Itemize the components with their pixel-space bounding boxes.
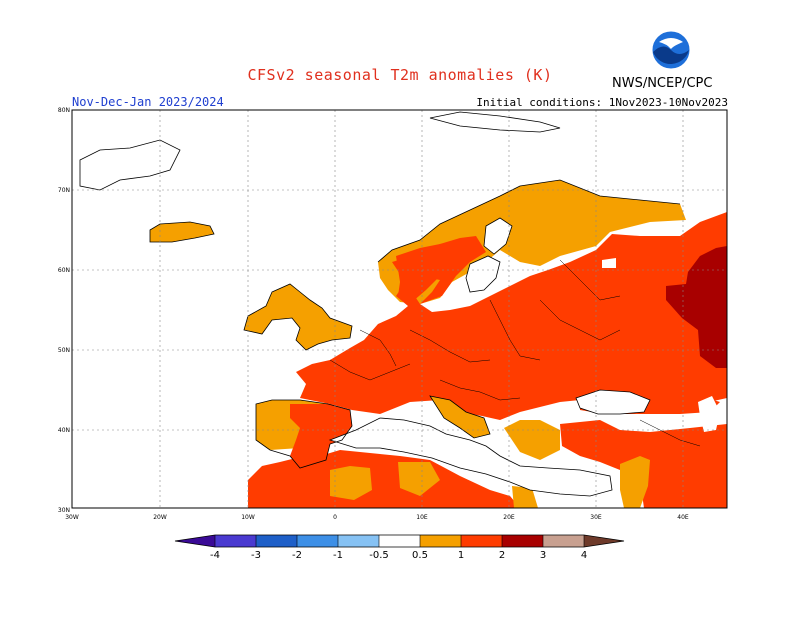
lon-label: 10E: [416, 514, 428, 521]
mediterranean-sea: [330, 418, 612, 496]
colorbar-label: 0.5: [412, 550, 428, 561]
colorbar-bin: [461, 535, 502, 547]
colorbar-bin: [420, 535, 461, 547]
anomaly-region-north-africa-orange: [330, 466, 372, 500]
colorbar-bin: [215, 535, 256, 547]
lon-label: 30W: [65, 514, 79, 521]
anomaly-region-italy: [430, 396, 490, 438]
coastlines: [79, 111, 681, 497]
colorbar-label: 3: [540, 550, 546, 561]
water-bodies: [330, 218, 720, 496]
anomaly-region-western-russia: [666, 246, 727, 368]
colorbar: -4 -3 -2 -1 -0.5 0.5 1 2 3 4: [174, 534, 625, 561]
gulf-of-bothnia: [484, 218, 512, 254]
anomaly-region-british-isles: [244, 284, 352, 350]
lat-label: 70N: [58, 187, 70, 194]
forecast-period: Nov-Dec-Jan 2023/2024: [72, 95, 224, 109]
anomaly-region-southern-scandinavia: [396, 242, 470, 302]
colorbar-label: -2: [292, 550, 302, 561]
map-title: CFSv2 seasonal T2m anomalies (K): [247, 66, 553, 84]
colorbar-bin: [379, 535, 420, 547]
lon-label: 10W: [241, 514, 255, 521]
lat-label: 60N: [58, 267, 70, 274]
colorbar-label: 2: [499, 550, 505, 561]
lat-label: 50N: [58, 347, 70, 354]
colorbar-label: 1: [458, 550, 464, 561]
lat-label: 80N: [58, 107, 70, 114]
lon-label: 30E: [590, 514, 602, 521]
map-frame: [71, 109, 728, 509]
colorbar-bin: [584, 535, 624, 547]
lon-label: 40E: [677, 514, 689, 521]
initial-conditions: Initial conditions: 1Nov2023-10Nov2023: [476, 96, 728, 109]
colorbar-bin: [338, 535, 379, 547]
lat-label: 30N: [58, 507, 70, 514]
lon-label: 0: [333, 514, 337, 521]
colorbar-bin: [543, 535, 584, 547]
colorbar-bin: [175, 535, 215, 547]
anomaly-region-levant: [620, 456, 650, 508]
baltic-sea: [466, 256, 500, 292]
country-borders: [329, 259, 701, 447]
white-sea: [602, 258, 616, 268]
colorbar-label: 4: [581, 550, 587, 561]
black-sea: [576, 390, 650, 414]
agency-label: NWS/NCEP/CPC: [612, 76, 713, 91]
anomaly-region-north-africa: [248, 450, 520, 508]
lon-label: 20W: [153, 514, 167, 521]
colorbar-label: -3: [251, 550, 261, 561]
anomaly-region-egypt-orange: [512, 486, 538, 508]
graticule: [72, 110, 727, 508]
anomaly-region-iberia-east: [290, 404, 352, 468]
lat-label: 40N: [58, 427, 70, 434]
colorbar-label: -4: [210, 550, 220, 561]
anomaly-region-libya-orange: [398, 462, 440, 496]
colorbar-label: -1: [333, 550, 343, 561]
lat-axis: 80N 70N 60N 50N 40N 30N: [58, 107, 70, 514]
lon-label: 20E: [503, 514, 515, 521]
colorbar-label: -0.5: [369, 550, 389, 561]
caspian-sea: [698, 396, 720, 432]
colorbar-bin: [297, 535, 338, 547]
colorbar-bin: [502, 535, 543, 547]
colorbar-bin: [256, 535, 297, 547]
noaa-logo-icon: [651, 30, 691, 70]
lon-axis: 30W 20W 10W 0 10E 20E 30E 40E: [65, 514, 689, 521]
